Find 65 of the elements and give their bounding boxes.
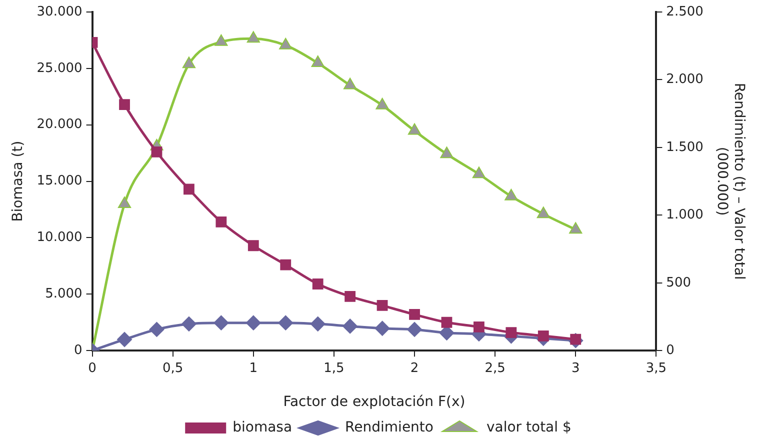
x-tick-label: 3,5 (646, 360, 667, 376)
point (312, 278, 324, 290)
point (278, 315, 294, 330)
x-tick-label: 1,5 (324, 360, 344, 376)
point (216, 216, 227, 228)
x-tick-label: 2 (410, 360, 419, 376)
y-tick-label: 30.000 (36, 4, 82, 20)
y2-tick-label: 1.500 (666, 140, 704, 155)
y2-axis-title: Rendimiento (t) – Valor total (000.000) (714, 82, 747, 280)
y2-tick-label: 2.500 (666, 4, 704, 20)
x-tick-label: 2,5 (484, 360, 506, 376)
point (181, 316, 196, 332)
y-axis-title: Biomasa (t) (10, 140, 26, 222)
point (280, 259, 292, 270)
point (506, 327, 517, 338)
point (536, 206, 550, 218)
point (344, 78, 357, 90)
point (184, 184, 194, 195)
y-tick-label: 5.000 (45, 286, 82, 302)
legend-label: biomasa (232, 420, 292, 436)
point (344, 290, 356, 302)
y2-tick-label: 0 (666, 342, 674, 358)
point (214, 315, 229, 330)
point (441, 316, 452, 328)
point (246, 31, 260, 43)
point (342, 318, 358, 334)
point (408, 123, 422, 135)
legend-label: valor total $ (486, 420, 572, 436)
point (538, 330, 549, 342)
point (474, 321, 484, 332)
point (504, 188, 518, 200)
point (248, 240, 259, 252)
point (117, 332, 132, 347)
x-tick-label: 3 (571, 360, 580, 376)
x-tick-label: 0 (88, 360, 96, 376)
x-tick-label: 1 (249, 360, 258, 376)
point (472, 166, 486, 178)
legend-label: Rendimiento (345, 420, 434, 436)
point (149, 322, 164, 337)
point (214, 34, 228, 46)
point (151, 146, 162, 158)
x-axis-title: Factor de explotación F(x) (283, 394, 466, 410)
point (409, 309, 420, 320)
point (440, 146, 454, 158)
y-tick-label: 20.000 (36, 117, 82, 132)
point (246, 315, 261, 330)
point (118, 196, 132, 208)
point (311, 56, 324, 68)
point (119, 99, 130, 110)
y2-tick-label: 2.000 (666, 72, 704, 88)
y-tick-label: 25.000 (36, 60, 82, 76)
point (407, 322, 422, 337)
y-tick-label: 0 (74, 342, 82, 358)
point (182, 56, 196, 68)
point (310, 316, 326, 332)
y-tick-label: 15.000 (36, 174, 82, 189)
point (374, 320, 390, 336)
y-tick-label: 10.000 (36, 230, 82, 246)
y2-tick-label: 500 (666, 275, 692, 290)
y2-tick-label: 1.000 (666, 208, 704, 223)
point (569, 222, 582, 234)
point (279, 38, 292, 50)
x-tick-label: 0,5 (162, 360, 184, 376)
point (376, 98, 389, 110)
point (376, 300, 388, 311)
